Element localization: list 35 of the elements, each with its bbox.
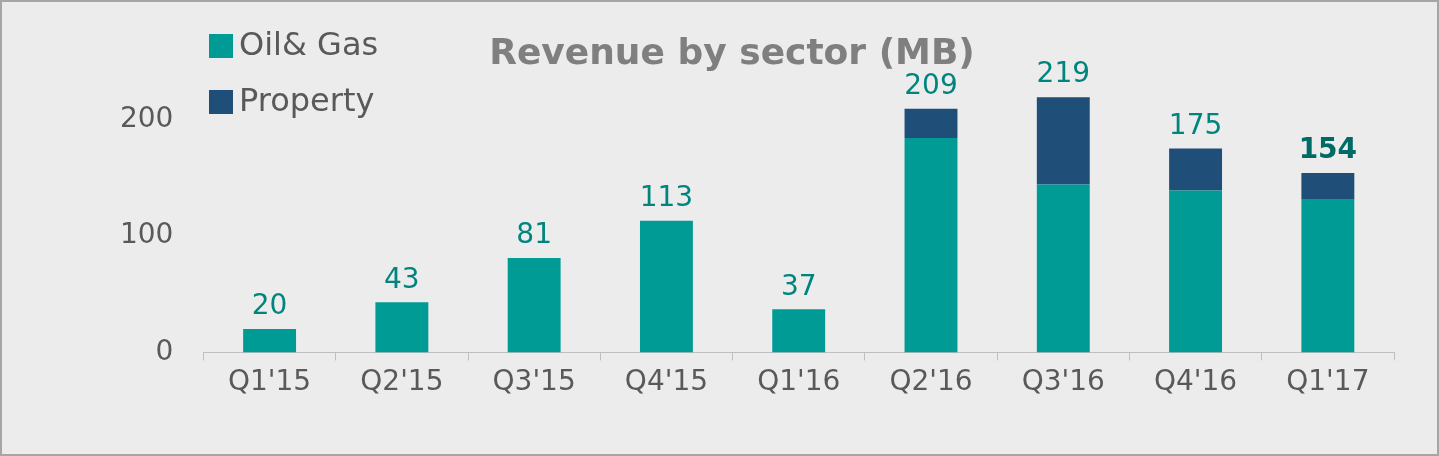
bar — [1169, 148, 1223, 191]
y-tick-label: 0 — [155, 333, 174, 367]
x-tick-label: Q1'16 — [757, 364, 841, 398]
bar — [1301, 172, 1355, 200]
bar — [639, 220, 693, 353]
bar — [243, 329, 297, 353]
total-label: 43 — [384, 261, 420, 295]
x-tick-label: Q2'16 — [889, 364, 973, 398]
bar — [772, 309, 826, 353]
total-label: 113 — [639, 179, 694, 213]
bar — [1036, 97, 1090, 185]
legend-label: Oil& Gas — [239, 25, 379, 64]
total-label: 175 — [1168, 107, 1223, 141]
x-tick-label: Q1'17 — [1286, 364, 1370, 398]
bar — [1301, 199, 1355, 353]
x-tick-label: Q1'15 — [227, 364, 312, 398]
bar — [375, 302, 429, 353]
bar — [904, 108, 958, 138]
bar — [507, 258, 561, 353]
bar — [1036, 184, 1090, 353]
total-label: 20 — [251, 288, 288, 322]
bar — [1169, 190, 1223, 353]
total-label: 81 — [516, 217, 552, 251]
x-tick-label: Q3'16 — [1021, 364, 1105, 398]
total-label: 37 — [780, 268, 817, 302]
x-tick-label: Q2'15 — [360, 364, 444, 398]
x-tick-label: Q4'15 — [624, 364, 709, 398]
x-tick-label: Q4'16 — [1153, 364, 1238, 398]
y-tick-label: 200 — [119, 100, 174, 134]
y-tick-label: 100 — [119, 217, 174, 251]
legend-label: Property — [239, 81, 375, 120]
x-tick-label: Q3'15 — [492, 364, 576, 398]
bar — [904, 137, 958, 353]
total-label: 154 — [1298, 132, 1358, 166]
total-label: 219 — [1036, 56, 1091, 90]
